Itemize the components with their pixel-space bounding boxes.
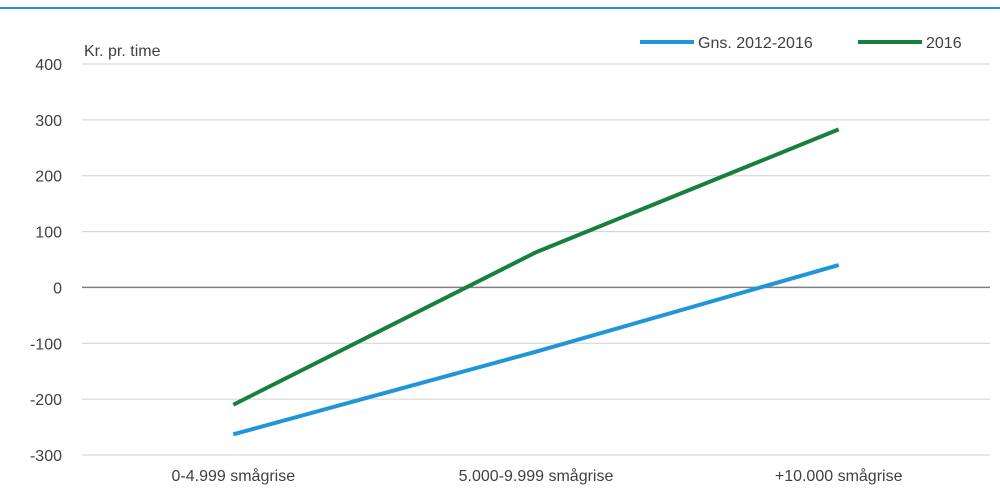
- y-axis-label: Kr. pr. time: [84, 43, 161, 60]
- x-tick-label: 0-4.999 smågrise: [172, 467, 296, 485]
- legend-label: 2016: [926, 35, 962, 52]
- y-tick-label: -200: [30, 392, 62, 409]
- y-tick-label: -100: [30, 336, 62, 353]
- y-tick-label: 100: [35, 225, 62, 242]
- x-tick-label: +10.000 smågrise: [775, 467, 903, 485]
- y-tick-label: 200: [35, 169, 62, 186]
- y-tick-label: 300: [35, 113, 62, 130]
- legend: Gns. 2012-2016 2016: [640, 35, 962, 52]
- y-tick-labels: 400 300 200 100 0 -100 -200 -300: [30, 57, 62, 465]
- y-tick-label: 400: [35, 57, 62, 74]
- series-line-0: [232, 263, 840, 437]
- x-tick-labels: 0-4.999 smågrise 5.000-9.999 smågrise +10.…: [172, 467, 903, 485]
- legend-label: Gns. 2012-2016: [698, 35, 813, 52]
- series-line-1: [232, 127, 840, 407]
- series-lines: [232, 127, 840, 437]
- gridlines: [82, 63, 990, 456]
- x-tick-label: 5.000-9.999 smågrise: [459, 467, 614, 485]
- y-tick-label: 0: [53, 280, 62, 297]
- y-tick-label: -300: [30, 448, 62, 465]
